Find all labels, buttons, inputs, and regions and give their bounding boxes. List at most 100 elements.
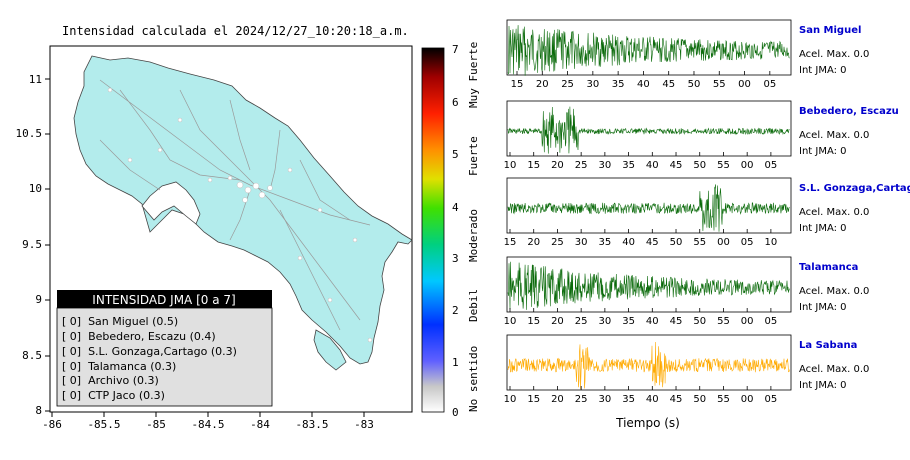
station-name: La Sabana bbox=[799, 340, 857, 351]
x-tick-label: -85 bbox=[146, 418, 166, 431]
seismogram-tick-label: 15 bbox=[504, 237, 517, 248]
seismogram-tick-label: 35 bbox=[622, 316, 635, 327]
y-tick-label: 8 bbox=[35, 404, 42, 417]
x-tick-label: -85.5 bbox=[87, 418, 120, 431]
seismogram-tick-label: 00 bbox=[741, 316, 754, 327]
seismogram-tick-label: 35 bbox=[622, 160, 635, 171]
legend-item: [ 0] CTP Jaco (0.3) bbox=[62, 389, 165, 402]
legend-item: [ 0] Talamanca (0.3) bbox=[62, 360, 176, 373]
station-acel-max: Acel. Max. 0.0 bbox=[799, 286, 869, 297]
x-tick-label: -83 bbox=[354, 418, 374, 431]
station-int-jma: Int JMA: 0 bbox=[799, 380, 847, 391]
legend-title: INTENSIDAD JMA [0 a 7] bbox=[92, 293, 235, 307]
seismogram-tick-label: 25 bbox=[551, 237, 564, 248]
colorbar-label: Fuerte bbox=[467, 136, 480, 176]
station-acel-max: Acel. Max. 0.0 bbox=[799, 364, 869, 375]
colorbar-tick-label: 2 bbox=[452, 304, 459, 317]
seismogram-trace bbox=[507, 25, 790, 76]
colorbar-tick-label: 6 bbox=[452, 96, 459, 109]
seismogram-tick-label: 50 bbox=[693, 316, 706, 327]
seismogram-tick-label: 50 bbox=[670, 237, 683, 248]
seismogram-trace bbox=[507, 106, 790, 154]
seismogram-tick-label: 30 bbox=[586, 79, 599, 90]
seismogram-tick-label: 10 bbox=[504, 160, 517, 171]
seismogram-tick-label: 15 bbox=[527, 316, 540, 327]
seismogram-tick-label: 30 bbox=[599, 160, 612, 171]
seismogram-tick-label: 05 bbox=[741, 237, 754, 248]
colorbar-label: Moderado bbox=[467, 209, 480, 262]
seismogram-tick-label: 25 bbox=[575, 394, 588, 405]
seismogram-tick-label: 50 bbox=[693, 160, 706, 171]
seismogram-tick-label: 00 bbox=[738, 79, 751, 90]
seismogram-tick-label: 40 bbox=[622, 237, 635, 248]
gulf-of-nicoya bbox=[141, 181, 201, 225]
station-acel-max: Acel. Max. 0.0 bbox=[799, 130, 869, 141]
map-y-axis: 11 10.5 10 9.5 9 8.5 8 bbox=[16, 73, 43, 417]
station-markers bbox=[107, 87, 373, 343]
seismogram-frame bbox=[506, 256, 792, 313]
seismogram-tick-label: 10 bbox=[765, 237, 778, 248]
legend-header bbox=[57, 290, 272, 308]
station-int-jma: Int JMA: 0 bbox=[799, 302, 847, 313]
legend-item: [ 0] S.L. Gonzaga,Cartago (0.3) bbox=[62, 345, 237, 358]
seismogram-x-label: Tiempo (s) bbox=[615, 416, 680, 430]
legend-item: [ 0] Bebedero, Escazu (0.4) bbox=[62, 330, 216, 343]
seismogram-tick-label: 20 bbox=[551, 316, 564, 327]
seismogram-tick-label: 10 bbox=[504, 316, 517, 327]
seismogram-trace bbox=[507, 184, 790, 232]
seismogram-tick-label: 00 bbox=[741, 160, 754, 171]
seismogram-tick-label: 40 bbox=[637, 79, 650, 90]
colorbar-tick-label: 0 bbox=[452, 406, 459, 419]
seismogram-tick-label: 40 bbox=[646, 160, 659, 171]
seismogram-tick-label: 20 bbox=[551, 160, 564, 171]
colorbar-tick-label: 4 bbox=[452, 201, 459, 214]
station-name: San Miguel bbox=[799, 25, 861, 36]
seismogram-tick-label: 50 bbox=[693, 394, 706, 405]
seismogram-tick-label: 15 bbox=[511, 79, 524, 90]
seismogram-tick-label: 20 bbox=[527, 237, 540, 248]
legend-items: [ 0] San Miguel (0.5) [ 0] Bebedero, Esc… bbox=[62, 315, 237, 402]
seismogram-frame bbox=[506, 100, 792, 157]
colorbar-label: Debil bbox=[467, 289, 480, 322]
seismogram-tick-label: 00 bbox=[717, 237, 730, 248]
seismogram-tick-label: 55 bbox=[693, 237, 706, 248]
seismogram-tick-label: 45 bbox=[670, 394, 683, 405]
y-tick-label: 10 bbox=[29, 182, 42, 195]
station-acel-max: Acel. Max. 0.0 bbox=[799, 49, 869, 60]
seismogram-tick-label: 55 bbox=[713, 79, 726, 90]
seismogram-tick-label: 50 bbox=[688, 79, 701, 90]
station-int-jma: Int JMA: 0 bbox=[799, 146, 847, 157]
seismogram-tick-label: 05 bbox=[763, 79, 776, 90]
seismogram-tick-label: 25 bbox=[561, 79, 574, 90]
station-name: Bebedero, Escazu bbox=[799, 106, 899, 117]
seismogram-tick-label: 55 bbox=[717, 160, 730, 171]
station-int-jma: Int JMA: 0 bbox=[799, 223, 847, 234]
seismogram-tick-label: 15 bbox=[527, 394, 540, 405]
colorbar-ticks: 7 6 5 4 3 2 1 0 bbox=[452, 43, 459, 419]
legend-body bbox=[56, 307, 273, 407]
seismogram-tick-label: 00 bbox=[741, 394, 754, 405]
seismogram-tick-label: 25 bbox=[575, 160, 588, 171]
y-tick-label: 9 bbox=[35, 293, 42, 306]
map-tick-marks bbox=[45, 78, 365, 417]
station-acel-max: Acel. Max. 0.0 bbox=[799, 207, 869, 218]
seismogram-tick-label: 25 bbox=[575, 316, 588, 327]
seismogram-tick-label: 30 bbox=[599, 394, 612, 405]
colorbar-label: Muy Fuerte bbox=[467, 42, 480, 108]
seismogram-tick-label: 20 bbox=[551, 394, 564, 405]
x-tick-label: -84.5 bbox=[191, 418, 224, 431]
seismogram-tick-label: 55 bbox=[717, 316, 730, 327]
station-int-jma: Int JMA: 0 bbox=[799, 65, 847, 76]
seismogram-tick-label: 35 bbox=[599, 237, 612, 248]
colorbar-tick-label: 3 bbox=[452, 252, 459, 265]
seismogram-tick-label: 20 bbox=[536, 79, 549, 90]
seismogram-frame bbox=[506, 334, 792, 391]
seismogram-tick-label: 05 bbox=[765, 316, 778, 327]
seismogram-panels: 15 20 25 30 35 40 45 50 55 00 05 San Miguel Acel. Ma… bbox=[504, 19, 910, 405]
y-tick-label: 10.5 bbox=[16, 127, 43, 140]
y-tick-label: 11 bbox=[29, 73, 42, 86]
x-tick-label: -84 bbox=[250, 418, 270, 431]
road-network bbox=[99, 79, 371, 331]
seismogram-tick-label: 30 bbox=[599, 316, 612, 327]
seismogram-tick-label: 10 bbox=[504, 394, 517, 405]
